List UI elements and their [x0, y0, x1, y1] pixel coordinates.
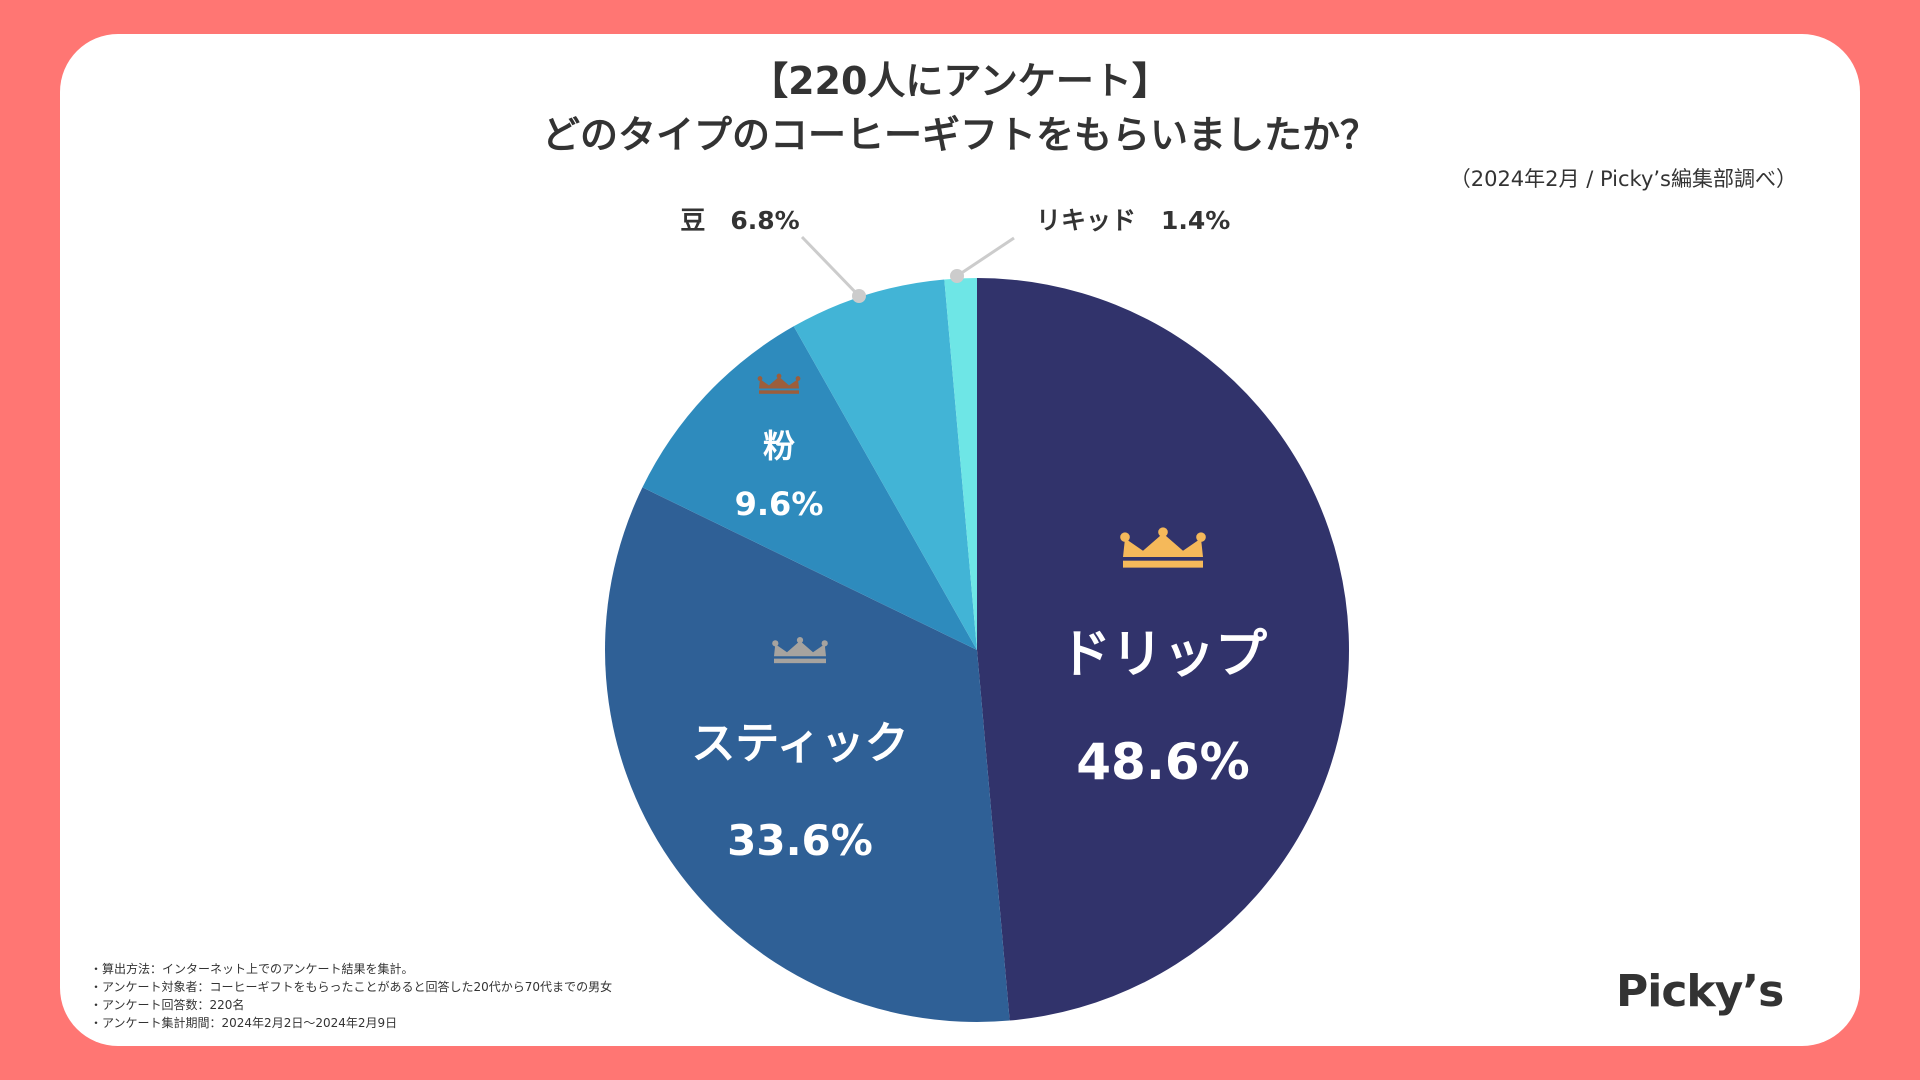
rank-crown-icon	[772, 636, 828, 664]
rank-crown-icon	[757, 373, 801, 394]
slice-value: 9.6%	[735, 485, 824, 523]
callout-leader-line	[956, 236, 1015, 278]
slice-label: スティック	[691, 718, 908, 769]
chart-source: （2024年2月 / Picky’s編集部調べ）	[1449, 167, 1797, 191]
callout-leader-line	[800, 235, 861, 298]
slice-label: ドリップ	[1059, 625, 1267, 685]
slice-value: 48.6%	[1076, 733, 1249, 791]
note-line: ・アンケート回答数：220名	[90, 998, 245, 1012]
callout-dot	[852, 289, 866, 303]
chart-title-line1: 【220人にアンケート】	[750, 59, 1170, 103]
pie-slice	[604, 487, 1010, 1022]
callout-dot	[950, 269, 964, 283]
note-line: ・アンケート対象者：コーヒーギフトをもらったことがあると回答した20代から70代…	[90, 980, 613, 994]
rank-crown-icon	[1120, 527, 1206, 568]
note-line: ・アンケート集計期間：2024年2月2日〜2024年2月9日	[90, 1016, 398, 1030]
note-line: ・算出方法：インターネット上でのアンケート結果を集計。	[90, 962, 414, 976]
survey-notes: ・算出方法：インターネット上でのアンケート結果を集計。 ・アンケート対象者：コー…	[90, 960, 612, 1032]
slice-label: 粉	[763, 427, 795, 465]
pie-slice	[642, 326, 977, 650]
pie-slice	[944, 278, 977, 650]
pie-slice	[977, 278, 1350, 1021]
brand-logo: Picky’s	[1616, 966, 1784, 1017]
chart-title-line2: どのタイプのコーヒーギフトをもらいましたか？	[541, 113, 1378, 157]
callout-label: リキッド 1.4%	[1036, 206, 1230, 235]
slice-value: 33.6%	[727, 816, 873, 865]
callout-label: 豆 6.8%	[680, 206, 799, 235]
pie-slice	[793, 279, 977, 650]
